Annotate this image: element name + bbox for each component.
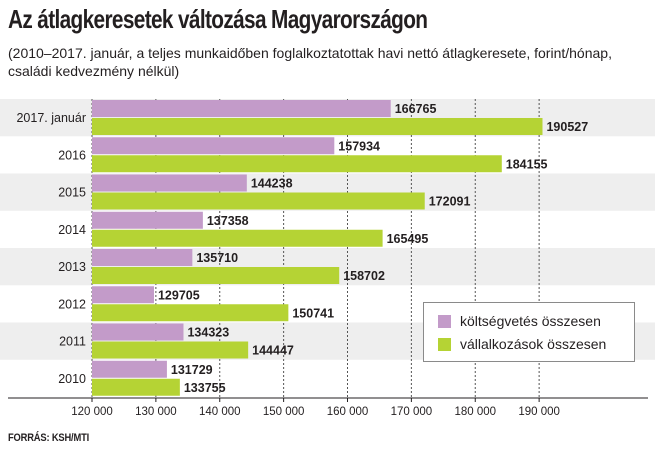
data-label: 172091 (429, 195, 471, 209)
data-label: 131729 (171, 363, 213, 377)
chart-subtitle: (2010–2017. január, a teljes munkaidőben… (8, 45, 612, 79)
data-label: 150741 (292, 306, 334, 320)
data-label: 144447 (252, 344, 294, 358)
x-tick-label: 120 000 (71, 406, 113, 418)
bar-koltsegvetes (92, 211, 203, 229)
category-label: 2014 (58, 223, 86, 237)
bar-koltsegvetes (92, 249, 193, 266)
category-label: 2015 (58, 186, 86, 200)
category-label: 2016 (58, 148, 86, 162)
data-label: 129705 (158, 288, 200, 302)
bars (92, 100, 543, 396)
data-label: 133755 (184, 381, 226, 395)
bar-koltsegvetes (92, 360, 167, 378)
category-labels: 2017. január 2016 2015 2014 2013 2012 2011 2010 (16, 111, 86, 386)
bar-vallalkozasok (92, 341, 249, 359)
data-label: 134323 (187, 326, 229, 340)
legend-item-koltsegvetes: költségvetés összesen (438, 311, 601, 331)
data-label: 137358 (207, 214, 249, 228)
legend-label-koltsegvetes: költségvetés összesen (460, 313, 601, 329)
x-tick-label: 140 000 (199, 406, 241, 418)
data-label: 135710 (196, 251, 238, 265)
source-note: FORRÁS: KSH/MTI (8, 432, 90, 444)
category-label: 2012 (58, 297, 86, 311)
data-label: 166765 (395, 102, 437, 116)
x-tick-label: 160 000 (327, 406, 369, 418)
x-axis: 120 000 130 000 140 000 150 000 160 000 170 0… (8, 397, 648, 418)
data-label: 144238 (251, 177, 293, 191)
bar-koltsegvetes (92, 286, 154, 304)
x-tick-label: 130 000 (135, 406, 177, 418)
legend-swatch-koltsegvetes (438, 314, 451, 328)
x-tick-label: 170 000 (391, 406, 433, 418)
bar-vallalkozasok (92, 118, 543, 135)
bar-koltsegvetes (92, 100, 391, 117)
data-label: 165495 (387, 232, 429, 246)
bar-koltsegvetes (92, 137, 335, 155)
chart-title: Az átlagkeresetek változása Magyarország… (8, 4, 428, 34)
data-label: 157934 (338, 139, 380, 153)
category-label: 2017. január (16, 111, 86, 125)
x-tick-label: 180 000 (454, 406, 496, 418)
legend-label-vallalkozasok: vállalkozások összesen (460, 336, 607, 352)
bar-vallalkozasok (92, 192, 425, 210)
data-label: 184155 (506, 157, 548, 171)
bar-vallalkozasok (92, 304, 289, 322)
bar-koltsegvetes (92, 174, 247, 192)
category-label: 2013 (58, 260, 86, 274)
legend: költségvetés összesen vállalkozások össz… (423, 302, 635, 362)
bar-vallalkozasok (92, 378, 180, 396)
bar-vallalkozasok (92, 155, 502, 173)
data-label: 158702 (343, 269, 385, 283)
data-labels: 166765 157934 144238 137358 135710 129705 1343… (158, 102, 588, 395)
legend-item-vallalkozasok: vállalkozások összesen (438, 334, 606, 354)
x-tick-label: 150 000 (263, 406, 305, 418)
category-label: 2010 (58, 372, 86, 386)
data-label: 190527 (546, 120, 588, 134)
x-tick-label: 190 000 (518, 406, 560, 418)
bar-vallalkozasok (92, 229, 383, 247)
legend-swatch-vallalkozasok (438, 337, 451, 351)
bar-koltsegvetes (92, 323, 184, 341)
bar-vallalkozasok (92, 267, 340, 284)
category-label: 2011 (59, 335, 86, 349)
